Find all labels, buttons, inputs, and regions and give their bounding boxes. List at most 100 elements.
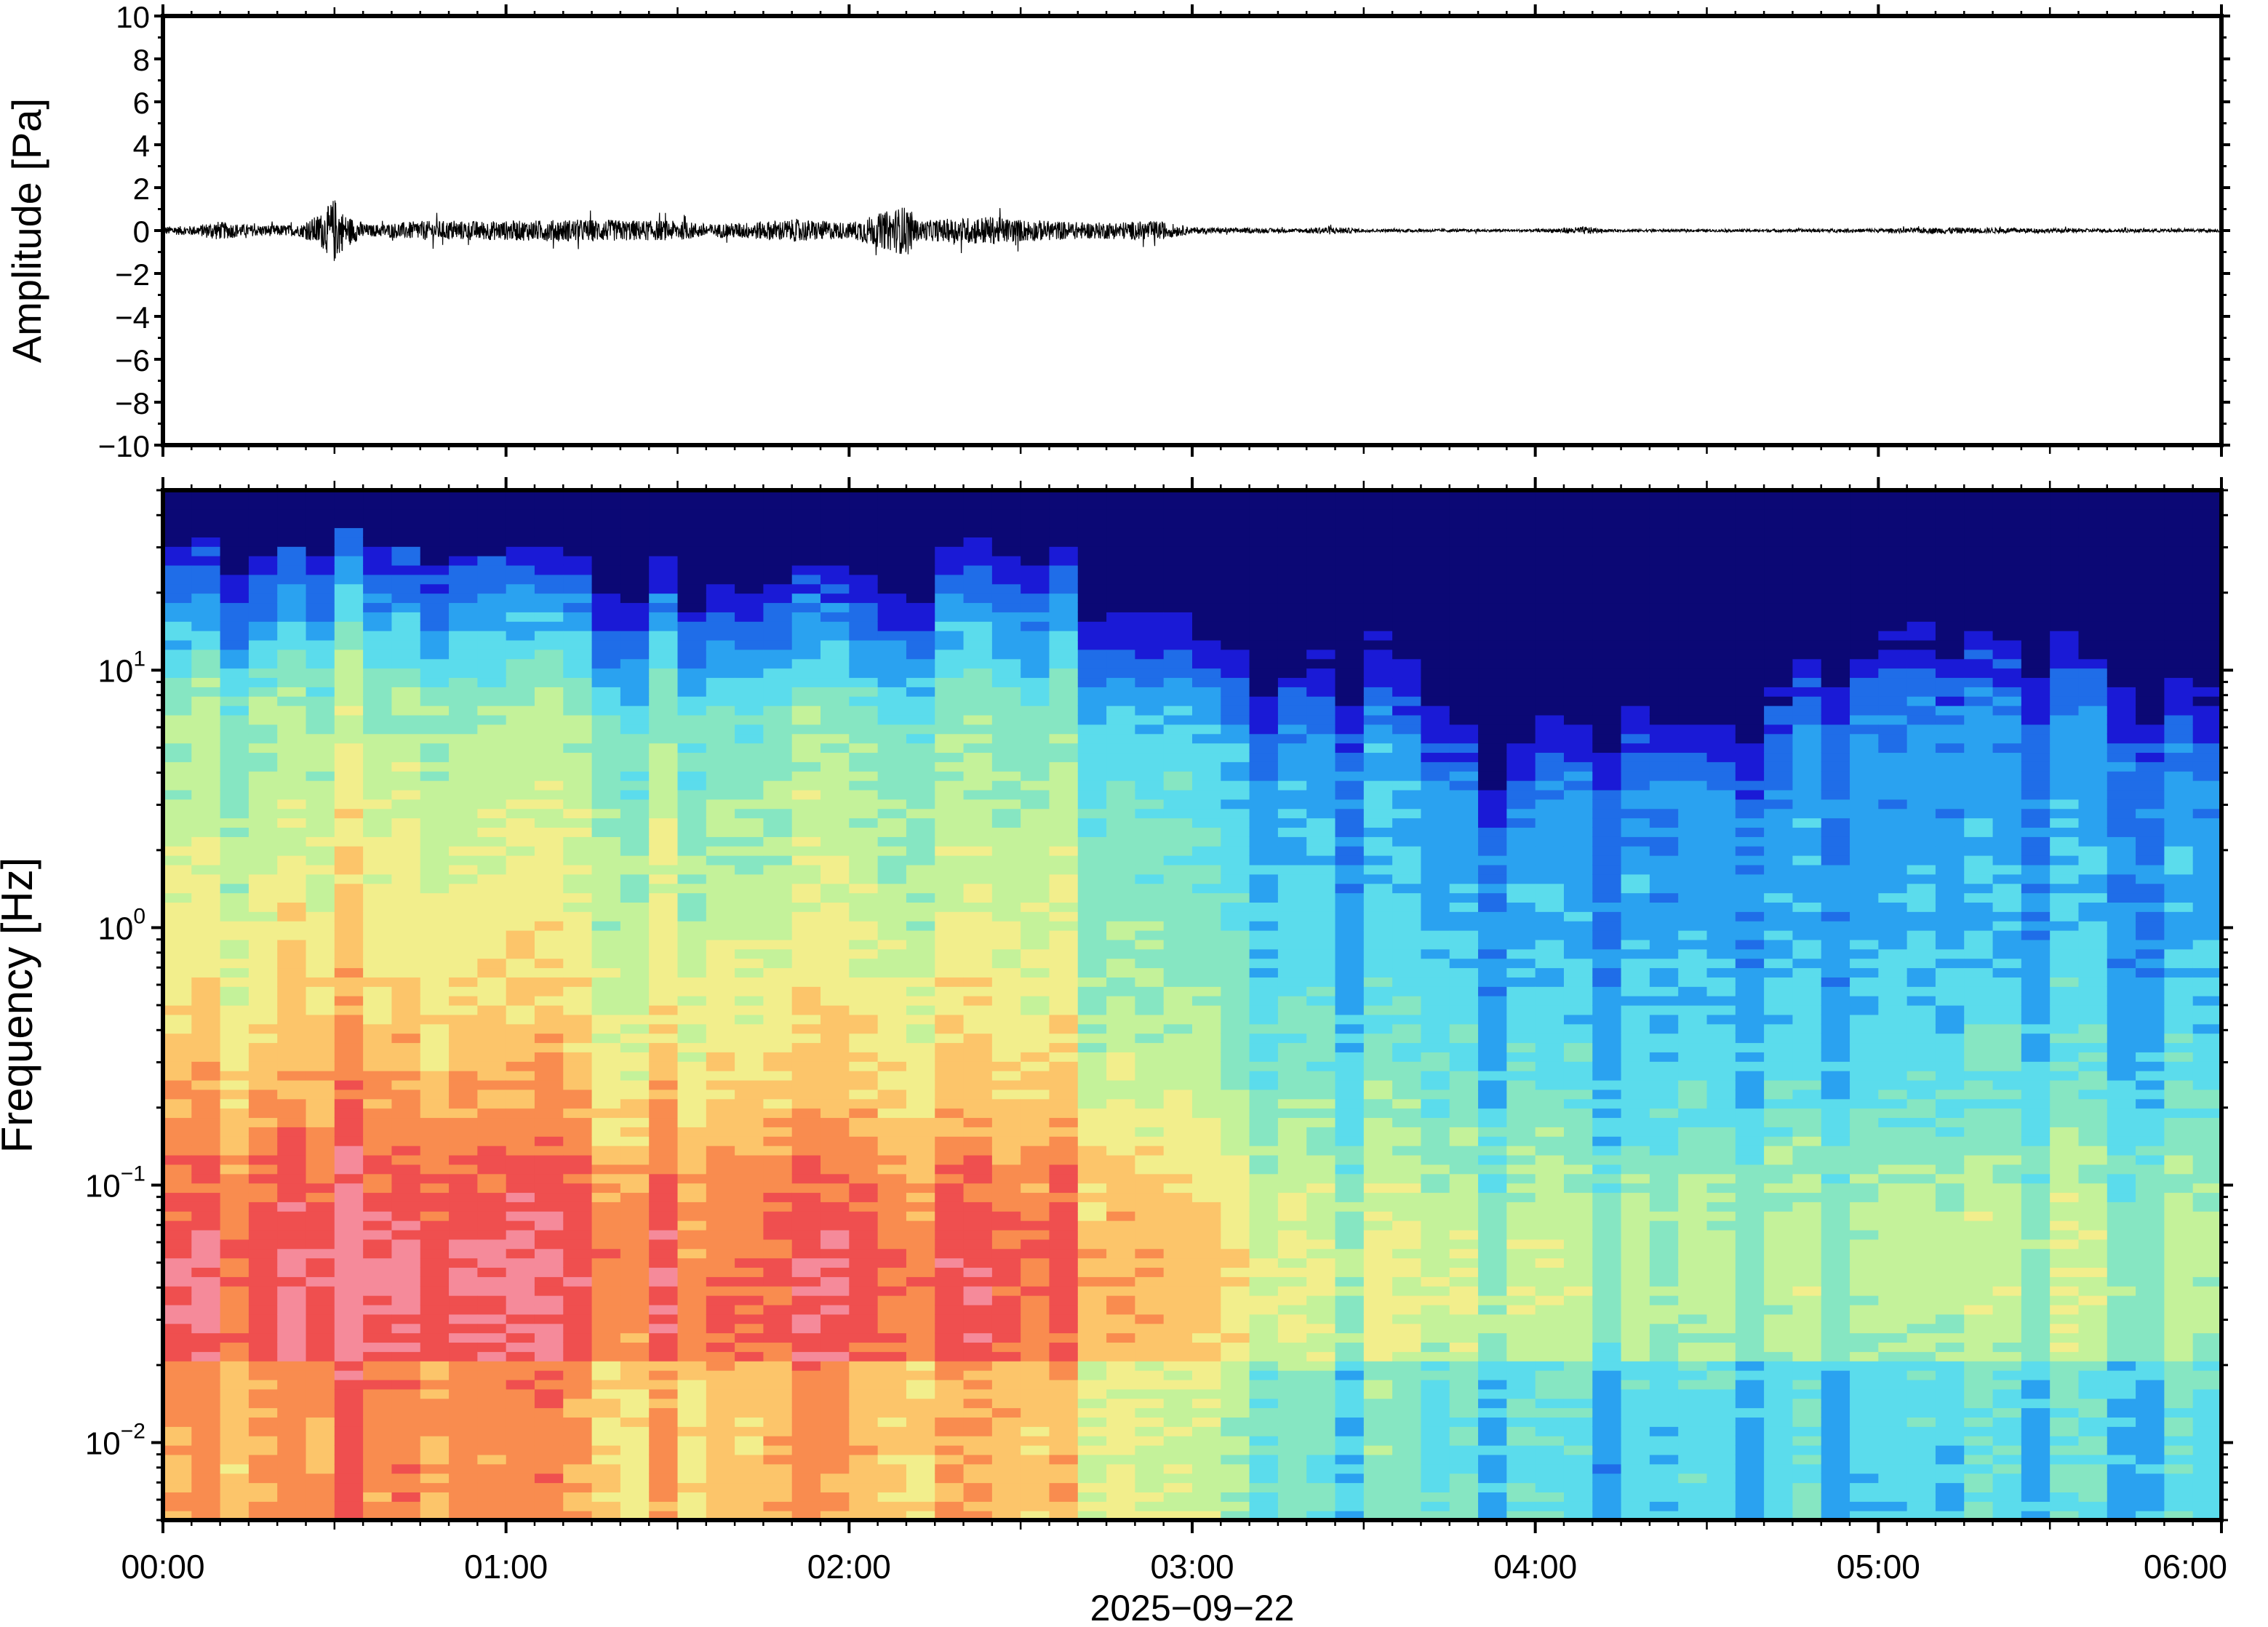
spectrogram-cell — [535, 874, 564, 884]
spectrogram-cell — [964, 1052, 993, 1061]
spectrogram-cell — [1021, 827, 1050, 836]
spectrogram-cell — [1049, 1492, 1078, 1501]
spectrogram-cell — [477, 1333, 506, 1343]
spectrogram-cell — [563, 1380, 592, 1389]
spectrogram-cell — [906, 1071, 935, 1080]
spectrogram-cell — [906, 1230, 935, 1239]
spectrogram-cell — [763, 1426, 792, 1436]
spectrogram-cell — [964, 1267, 993, 1276]
spectrogram-cell — [535, 921, 564, 930]
spectrogram-cell — [1278, 911, 1307, 921]
spectrogram-cell — [1335, 790, 1365, 799]
spectrogram-cell — [563, 865, 592, 874]
spectrogram-cell — [620, 1061, 650, 1071]
spectrogram-cell — [477, 575, 506, 584]
spectrogram-cell — [477, 1239, 506, 1249]
spectrogram-cell — [1021, 500, 1050, 509]
spectrogram-cell — [1306, 809, 1335, 818]
spectrogram-cell — [964, 1314, 993, 1324]
spectrogram-cell — [935, 1108, 964, 1118]
waveform-y-axis-label: Amplitude [Pa] — [4, 98, 49, 363]
spectrogram-cell — [706, 546, 735, 556]
spectrogram-cell — [1306, 724, 1335, 734]
spectrogram-cell — [563, 1211, 592, 1220]
spectrogram-cell — [449, 1399, 478, 1408]
spectrogram-cell — [649, 1267, 678, 1276]
spectrogram-cell — [535, 1211, 564, 1220]
spectrogram-cell — [820, 1417, 850, 1426]
spectrogram-cell — [1106, 575, 1135, 584]
spectrogram-cell — [191, 949, 220, 959]
spectrogram-cell — [678, 1174, 707, 1183]
spectrogram-cell — [1335, 1034, 1365, 1043]
spectrogram-cell — [1306, 1183, 1335, 1193]
spectrogram-cell — [535, 677, 564, 687]
spectrogram-cell — [1106, 1061, 1135, 1071]
spectrogram-cell — [1364, 1034, 1393, 1043]
spectrogram-cell — [678, 780, 707, 790]
spectrogram-cell — [249, 1286, 278, 1295]
spectrogram-cell — [906, 1361, 935, 1370]
spectrogram-cell — [706, 1249, 735, 1258]
spectrogram-cell — [763, 1024, 792, 1034]
spectrogram-cell — [1021, 1314, 1050, 1324]
spectrogram-cell — [220, 1155, 249, 1164]
spectrogram-cell — [306, 1211, 335, 1220]
spectrogram-cell — [1221, 1015, 1250, 1024]
spectrogram-cell — [1221, 1024, 1250, 1034]
spectrogram-cell — [620, 1080, 650, 1090]
spectrogram-cell — [620, 1099, 650, 1108]
spectrogram-cell — [277, 836, 306, 846]
spectrogram-cell — [992, 1239, 1021, 1249]
spectrogram-cell — [249, 668, 278, 678]
spectrogram-cell — [363, 1183, 392, 1193]
spectrogram-cell — [306, 1464, 335, 1474]
spectrogram-cell — [163, 1034, 192, 1043]
spectrogram-cell — [563, 809, 592, 818]
spectrogram-cell — [306, 818, 335, 828]
spectrogram-cell — [906, 752, 935, 761]
spectrogram-cell — [191, 1324, 220, 1333]
spectrogram-cell — [1049, 761, 1078, 771]
spectrogram-cell — [249, 1192, 278, 1202]
spectrogram-cell — [506, 593, 535, 603]
spectrogram-cell — [306, 1501, 335, 1511]
spectrogram-cell — [620, 1192, 650, 1202]
spectrogram-cell — [1278, 509, 1307, 519]
spectrogram-cell — [678, 687, 707, 696]
spectrogram-cell — [1335, 1024, 1365, 1034]
spectrogram-cell — [735, 1146, 764, 1155]
spectrogram-cell — [906, 537, 935, 546]
waveform-y-tick-label: 8 — [133, 43, 150, 77]
spectrogram-cell — [906, 1202, 935, 1211]
spectrogram-cell — [849, 977, 878, 986]
spectrogram-cell — [678, 1361, 707, 1370]
spectrogram-cell — [706, 715, 735, 724]
spectrogram-cell — [1021, 986, 1050, 996]
spectrogram-cell — [506, 799, 535, 809]
spectrogram-cell — [477, 1202, 506, 1211]
spectrogram-cell — [820, 1295, 850, 1305]
spectrogram-cell — [964, 1211, 993, 1220]
spectrogram-cell — [620, 1361, 650, 1370]
spectrogram-cell — [735, 724, 764, 734]
spectrogram-cell — [678, 1108, 707, 1118]
spectrogram-cell — [706, 752, 735, 761]
spectrogram-cell — [335, 705, 364, 715]
spectrogram-cell — [249, 527, 278, 537]
spectrogram-cell — [191, 1267, 220, 1276]
spectrogram-cell — [820, 1183, 850, 1193]
spectrogram-cell — [1364, 1108, 1393, 1118]
spectrogram-cell — [335, 734, 364, 743]
spectrogram-cell — [792, 1464, 821, 1474]
spectrogram-cell — [735, 1127, 764, 1136]
spectrogram-cell — [420, 1155, 450, 1164]
spectrogram-cell — [1135, 509, 1164, 519]
spectrogram-cell — [335, 836, 364, 846]
spectrogram-cell — [878, 537, 907, 546]
spectrogram-cell — [506, 1249, 535, 1258]
spectrogram-cell — [792, 1080, 821, 1090]
spectrogram-cell — [763, 715, 792, 724]
spectrogram-cell — [1278, 565, 1307, 575]
spectrogram-cell — [1192, 1239, 1221, 1249]
